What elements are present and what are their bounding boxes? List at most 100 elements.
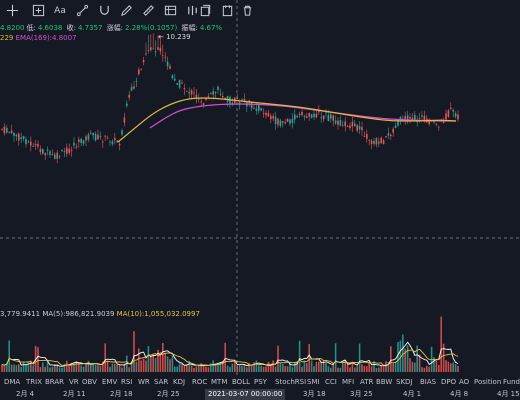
volume-bar bbox=[169, 359, 171, 372]
volume-bar bbox=[118, 364, 121, 372]
candle-body bbox=[349, 125, 351, 129]
indicator-tab-bias[interactable]: BIAS bbox=[420, 378, 437, 386]
candle-body bbox=[102, 141, 104, 143]
candle-body bbox=[135, 81, 138, 82]
candle-body bbox=[190, 90, 193, 95]
candle-body bbox=[202, 103, 205, 105]
volume-bar bbox=[248, 362, 250, 372]
candle-body bbox=[423, 115, 426, 121]
ruler-icon[interactable] bbox=[140, 3, 156, 19]
volume-bar bbox=[183, 365, 186, 372]
copy-icon[interactable] bbox=[197, 3, 213, 19]
candle-body bbox=[318, 110, 320, 113]
candle-body bbox=[44, 153, 46, 156]
volume-bar bbox=[457, 365, 459, 372]
volume-bar bbox=[385, 361, 387, 372]
indicator-tab-trix[interactable]: TRIX bbox=[26, 378, 42, 386]
volume-bar bbox=[399, 340, 402, 372]
change-value: 2.28%(0.1057) bbox=[125, 24, 178, 32]
indicator-tab-stochrsi[interactable]: StochRSI bbox=[275, 378, 307, 386]
indicator-tab-bbw[interactable]: BBW bbox=[376, 378, 393, 386]
indicator-tab-ao[interactable]: AO bbox=[459, 378, 470, 386]
indicator-tab-psy[interactable]: PSY bbox=[254, 378, 267, 386]
candle-body bbox=[409, 116, 411, 119]
candle-body bbox=[174, 78, 176, 81]
volume-bar bbox=[63, 363, 66, 372]
candle-body bbox=[142, 60, 145, 63]
candle-body bbox=[104, 135, 106, 137]
candle-body bbox=[442, 121, 445, 124]
magnet-icon[interactable] bbox=[96, 3, 112, 19]
indicator-tab-dpo[interactable]: DPO bbox=[441, 378, 457, 386]
indicator-tab-roc[interactable]: ROC bbox=[192, 378, 208, 386]
volume-bar bbox=[174, 366, 176, 372]
indicator-tab-skdj[interactable]: SKDJ bbox=[396, 378, 413, 386]
candle-body bbox=[116, 140, 118, 143]
ema-short-value: 229 bbox=[0, 34, 14, 42]
delete-icon[interactable] bbox=[239, 3, 255, 19]
indicator-tab-cci[interactable]: CCI bbox=[325, 378, 337, 386]
indicator-tab-rsi[interactable]: RSI bbox=[121, 378, 133, 386]
indicator-tab-mtm[interactable]: MTM bbox=[211, 378, 228, 386]
indicator-tab-kdj[interactable]: KDJ bbox=[173, 378, 186, 386]
candle-body bbox=[6, 127, 8, 133]
volume-bar bbox=[104, 343, 106, 372]
candle-body bbox=[90, 132, 92, 134]
volume-bar bbox=[238, 365, 241, 372]
candle-body bbox=[30, 141, 32, 146]
volume-bar bbox=[200, 363, 202, 372]
table-icon[interactable] bbox=[162, 3, 178, 19]
volume-bar bbox=[339, 367, 342, 372]
volume-bar bbox=[18, 364, 20, 372]
crosshair-icon[interactable] bbox=[4, 3, 20, 19]
bar-pattern-icon[interactable] bbox=[184, 3, 200, 19]
ema-legend: 229 EMA(169):4.8007 bbox=[0, 32, 77, 44]
indicator-tab-brar[interactable]: BRAR bbox=[45, 378, 65, 386]
volume-bar bbox=[152, 355, 154, 372]
trend-line-icon[interactable] bbox=[74, 3, 90, 19]
indicator-tab-obv[interactable]: OBV bbox=[82, 378, 97, 386]
candle-body bbox=[56, 152, 58, 159]
volume-bar bbox=[99, 366, 102, 372]
volume-bar bbox=[291, 367, 294, 372]
candle-body bbox=[198, 98, 200, 100]
indicator-tab-vr[interactable]: VR bbox=[69, 378, 79, 386]
volume-bar bbox=[447, 361, 450, 372]
indicator-tab-atr[interactable]: ATR bbox=[360, 378, 374, 386]
candle-body bbox=[438, 126, 440, 128]
candle-body bbox=[315, 113, 318, 118]
indicator-tab-position[interactable]: Position bbox=[474, 378, 502, 386]
volume-ma10-line bbox=[1, 348, 459, 367]
candle-body bbox=[380, 138, 382, 144]
pencil-icon[interactable] bbox=[118, 3, 134, 19]
date-label: 3月 18 bbox=[303, 390, 326, 398]
candle-body bbox=[42, 148, 44, 154]
candle-body bbox=[320, 117, 322, 119]
candle-body bbox=[106, 137, 109, 139]
candle-body bbox=[193, 92, 195, 94]
indicator-tab-wr[interactable]: WR bbox=[138, 378, 150, 386]
volume-bar bbox=[94, 364, 97, 372]
indicator-tab-dma[interactable]: DMA bbox=[4, 378, 21, 386]
indicator-tab-smi[interactable]: SMI bbox=[307, 378, 320, 386]
text-tool-button[interactable]: Aa bbox=[54, 6, 66, 16]
add-indicator-icon[interactable] bbox=[30, 3, 46, 19]
volume-legend: 3,779.9411 MA(5):986,821.9039 MA(10):1,0… bbox=[0, 308, 200, 320]
volume-bar bbox=[438, 365, 440, 372]
candle-body bbox=[373, 140, 375, 144]
indicator-tab-boll[interactable]: BOLL bbox=[232, 378, 250, 386]
indicator-tab-mfi[interactable]: MFI bbox=[342, 378, 355, 386]
screenshot-icon[interactable] bbox=[219, 3, 235, 19]
volume-bar bbox=[373, 361, 375, 372]
candle-body bbox=[346, 126, 349, 128]
indicator-tab-sar[interactable]: SAR bbox=[154, 378, 169, 386]
candle-body bbox=[140, 68, 142, 70]
candle-body bbox=[20, 137, 22, 139]
volume-bar bbox=[13, 364, 15, 372]
volume-bar bbox=[358, 343, 361, 372]
indicator-tab-fund[interactable]: Fund bbox=[503, 378, 520, 386]
volume-bar bbox=[234, 361, 236, 372]
candle-body bbox=[162, 55, 164, 57]
indicator-tab-emv[interactable]: EMV bbox=[102, 378, 118, 386]
